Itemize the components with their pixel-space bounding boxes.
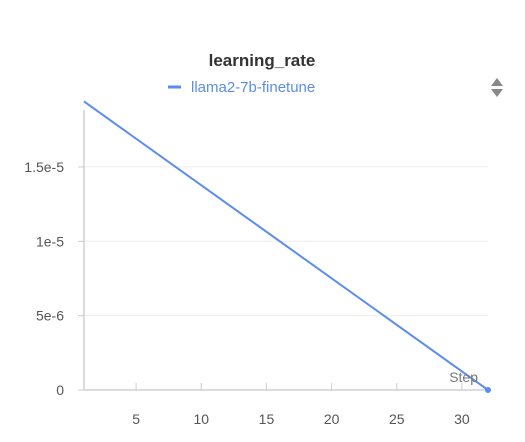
legend[interactable]: llama2-7b-finetune [168, 79, 315, 96]
legend-entry: llama2-7b-finetune [191, 79, 315, 96]
axes [83, 110, 488, 391]
chart-title: learning_rate [209, 51, 316, 70]
x-tick-label: 5 [132, 411, 140, 427]
series [83, 100, 491, 393]
x-tick-label: 15 [259, 411, 275, 427]
y-tick-label: 0 [56, 382, 64, 398]
series-line [83, 100, 489, 391]
grid [84, 166, 488, 317]
x-tick-label: 10 [194, 411, 210, 427]
y-tick-label: 5e-6 [36, 308, 64, 324]
ticks: 0 5e-6 1e-5 1.5e-5 5 10 15 20 25 30 [24, 159, 470, 427]
x-axis-label: Step [449, 369, 478, 385]
y-tick-label: 1.5e-5 [24, 159, 64, 175]
y-tick-label: 1e-5 [36, 233, 64, 249]
sort-arrows-icon[interactable] [491, 78, 503, 97]
x-tick-label: 25 [389, 411, 405, 427]
x-tick-label: 20 [324, 411, 340, 427]
x-tick-label: 30 [454, 411, 470, 427]
series-end-point [485, 387, 491, 393]
